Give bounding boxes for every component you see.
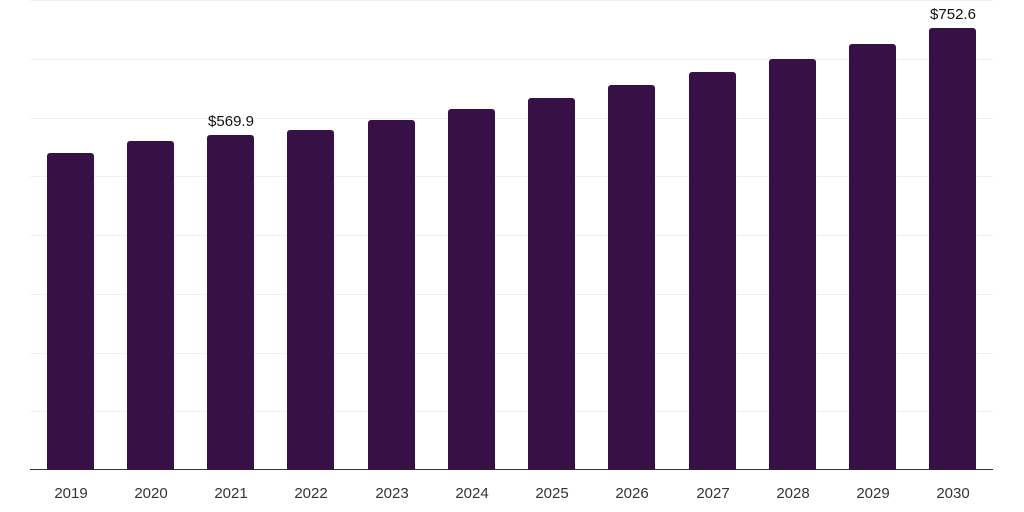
- x-tick-label: 2026: [615, 485, 649, 502]
- x-tick-label: 2023: [375, 485, 409, 502]
- gridline: [30, 118, 993, 119]
- bar-2024[interactable]: [448, 109, 495, 470]
- gridline: [30, 411, 993, 412]
- bar-2030[interactable]: [929, 28, 976, 470]
- x-axis-line: [30, 469, 993, 470]
- bar-2021[interactable]: [207, 135, 254, 470]
- x-tick-label: 2029: [856, 485, 890, 502]
- x-tick-label: 2027: [696, 485, 730, 502]
- bar-2029[interactable]: [849, 44, 896, 470]
- bar-2020[interactable]: [127, 141, 174, 470]
- data-label: $569.9: [208, 113, 254, 130]
- x-tick-label: 2021: [214, 485, 248, 502]
- bar-2026[interactable]: [608, 85, 655, 470]
- bar-2019[interactable]: [47, 153, 94, 470]
- bar-2023[interactable]: [368, 120, 415, 470]
- bar-2027[interactable]: [689, 72, 736, 470]
- gridline: [30, 176, 993, 177]
- gridline: [30, 353, 993, 354]
- bar-2028[interactable]: [769, 59, 816, 470]
- gridline: [30, 235, 993, 236]
- x-tick-label: 2024: [455, 485, 489, 502]
- gridline: [30, 0, 993, 1]
- x-tick-label: 2020: [134, 485, 168, 502]
- bar-2025[interactable]: [528, 98, 575, 470]
- x-tick-label: 2028: [776, 485, 810, 502]
- x-tick-label: 2025: [535, 485, 569, 502]
- data-label: $752.6: [930, 6, 976, 23]
- bar-2022[interactable]: [287, 130, 334, 470]
- x-tick-label: 2030: [936, 485, 970, 502]
- gridline: [30, 294, 993, 295]
- x-tick-label: 2019: [54, 485, 88, 502]
- x-tick-label: 2022: [294, 485, 328, 502]
- gridline: [30, 59, 993, 60]
